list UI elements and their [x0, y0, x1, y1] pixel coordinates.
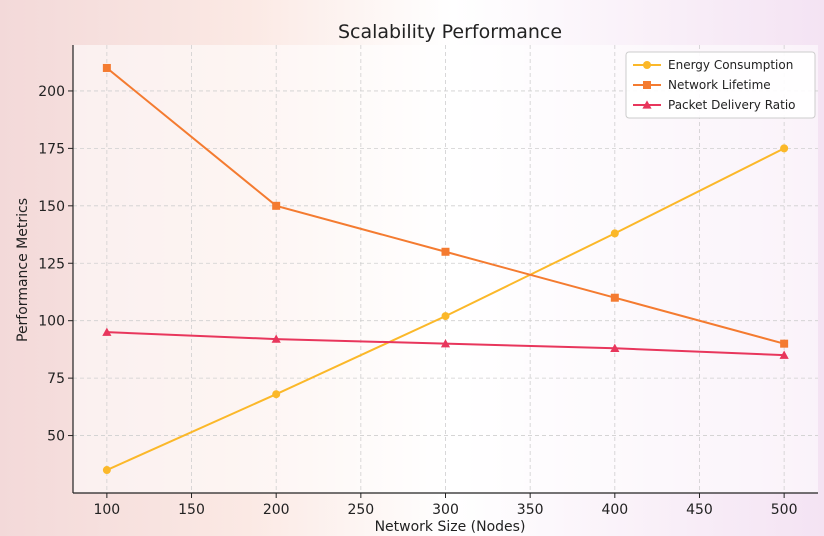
energy-consumption-point [102, 466, 111, 475]
legend: Energy Consumption Network Lifetime Packet… [625, 51, 816, 119]
energy-consumption-series [102, 144, 789, 475]
y-tick-label: 200 [38, 84, 65, 100]
packet-delivery-ratio-point [610, 343, 620, 352]
legend-label: Energy Consumption [668, 58, 793, 72]
packet-delivery-ratio-point [102, 327, 112, 336]
network-lifetime-point [610, 293, 619, 302]
network-lifetime-series [102, 63, 789, 348]
packet-delivery-ratio-point [779, 350, 789, 359]
x-tick-label: 400 [601, 502, 628, 518]
y-tick-label: 150 [38, 199, 65, 215]
x-tick-label: 100 [93, 502, 120, 518]
legend-item-energy-consumption: Energy Consumption [633, 58, 793, 72]
y-tick-label: 50 [47, 429, 65, 445]
packet-delivery-ratio-series [102, 327, 789, 359]
legend-box [625, 51, 816, 119]
packet-delivery-ratio-point [440, 339, 451, 348]
y-axis-label: Performance Metrics [15, 198, 31, 342]
legend-label: Packet Delivery Ratio [668, 98, 796, 112]
energy-consumption-point [610, 229, 619, 238]
x-tick-label: 150 [178, 502, 205, 518]
x-tick-label: 500 [771, 502, 798, 518]
x-axis-label: Network Size (Nodes) [375, 519, 526, 535]
packet-delivery-ratio-point [271, 334, 281, 343]
legend-item-packet-delivery-ratio: Packet Delivery Ratio [633, 98, 796, 112]
x-tick-label: 250 [347, 502, 374, 518]
legend-item-network-lifetime: Network Lifetime [633, 78, 771, 92]
x-tick-label: 350 [517, 502, 544, 518]
legend-marker [642, 100, 652, 109]
y-tick-label: 100 [38, 314, 65, 330]
network-lifetime-point [272, 201, 281, 210]
legend-label: Network Lifetime [668, 78, 771, 92]
energy-consumption-point [780, 144, 789, 153]
legend-marker [643, 61, 651, 69]
grid-lines [73, 45, 818, 493]
network-lifetime-point [441, 247, 450, 256]
network-lifetime-point [102, 63, 111, 72]
x-tick-label: 450 [686, 502, 713, 518]
energy-consumption-point [441, 312, 450, 321]
y-tick-label: 175 [38, 141, 65, 157]
y-tick-label: 125 [38, 256, 65, 272]
network-lifetime-point [780, 339, 789, 348]
x-ticks: 100 150 200 250 300 350 400 450 500 [93, 493, 798, 518]
x-tick-label: 300 [432, 502, 459, 518]
y-tick-label: 75 [47, 371, 65, 387]
energy-consumption-point [272, 390, 281, 399]
chart-title: Scalability Performance [338, 21, 562, 43]
legend-marker [643, 81, 651, 89]
x-tick-label: 200 [263, 502, 290, 518]
series-layer [102, 63, 789, 475]
y-ticks: 50 75 100 125 150 175 200 [38, 84, 73, 445]
